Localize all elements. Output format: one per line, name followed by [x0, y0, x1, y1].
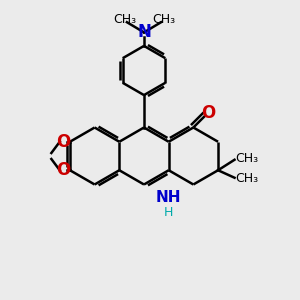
Text: H: H	[164, 206, 173, 219]
Text: NH: NH	[156, 190, 182, 205]
Text: CH₃: CH₃	[236, 172, 259, 185]
Text: CH₃: CH₃	[152, 13, 175, 26]
Text: CH₃: CH₃	[236, 152, 259, 165]
Text: CH₃: CH₃	[113, 13, 136, 26]
Text: O: O	[56, 161, 70, 179]
Text: N: N	[137, 23, 151, 41]
Text: O: O	[56, 133, 70, 151]
Text: O: O	[201, 104, 215, 122]
